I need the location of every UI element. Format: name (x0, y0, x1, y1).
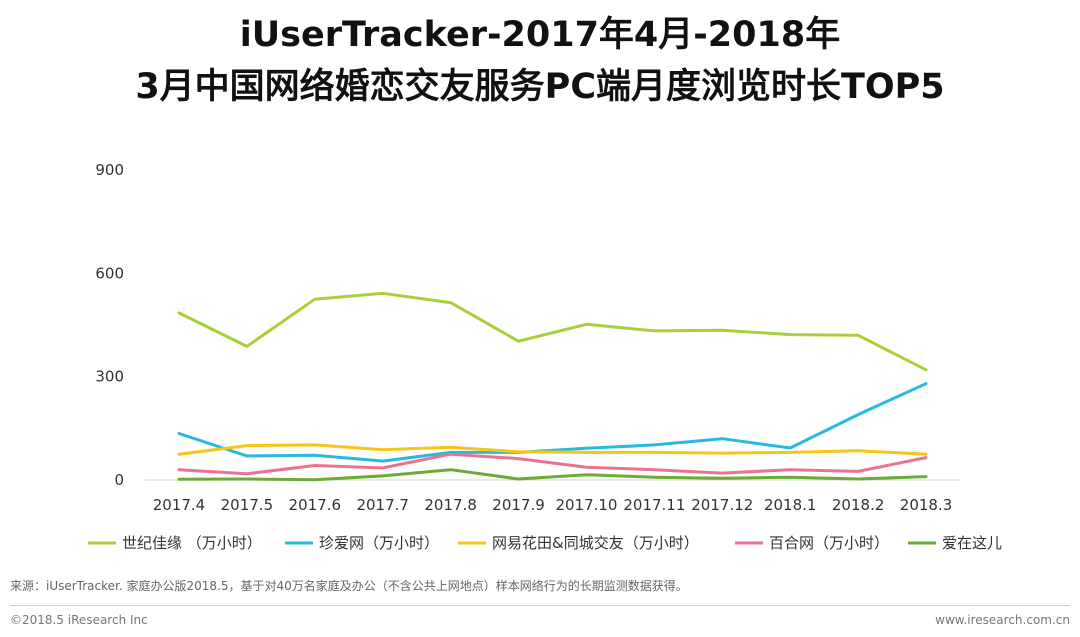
x-tick-label: 2017.6 (289, 496, 342, 514)
copyright-text: ©2018.5 iResearch Inc (10, 613, 148, 627)
y-tick-label: 0 (114, 471, 124, 489)
legend-label: 世纪佳缘 （万小时） (122, 534, 262, 552)
x-tick-label: 2017.4 (153, 496, 206, 514)
footer-divider (10, 605, 1070, 606)
series-line (177, 468, 928, 482)
x-tick-label: 2018.3 (900, 496, 953, 514)
y-tick-label: 300 (95, 368, 124, 386)
website-link[interactable]: www.iresearch.com.cn (935, 613, 1070, 627)
series-line (177, 382, 928, 463)
x-tick-label: 2017.8 (424, 496, 477, 514)
x-tick-label: 2017.5 (221, 496, 274, 514)
legend-label: 百合网（万小时） (769, 534, 889, 552)
series-line (177, 452, 928, 476)
x-tick-label: 2017.11 (623, 496, 685, 514)
chart-title-line-2: 3月中国网络婚恋交友服务PC端月度浏览时长TOP5 (135, 67, 945, 107)
legend-label: 爱在这儿 (942, 534, 1002, 552)
x-tick-label: 2017.10 (555, 496, 617, 514)
x-tick-label: 2017.7 (356, 496, 409, 514)
series-line (177, 443, 928, 456)
y-tick-label: 600 (95, 264, 124, 282)
x-tick-label: 2018.1 (764, 496, 817, 514)
legend-label: 珍爱网（万小时） (319, 534, 439, 552)
x-tick-label: 2018.2 (832, 496, 885, 514)
y-tick-label: 900 (95, 161, 124, 179)
source-note: 来源：iUserTracker. 家庭办公版2018.5，基于对40万名家庭及办… (10, 579, 688, 593)
series-line (177, 291, 928, 372)
legend-label: 网易花田&同城交友（万小时） (492, 534, 699, 552)
chart-title-line-1: iUserTracker-2017年4月-2018年 (239, 15, 841, 55)
x-tick-label: 2017.12 (691, 496, 753, 514)
x-tick-label: 2017.9 (492, 496, 545, 514)
